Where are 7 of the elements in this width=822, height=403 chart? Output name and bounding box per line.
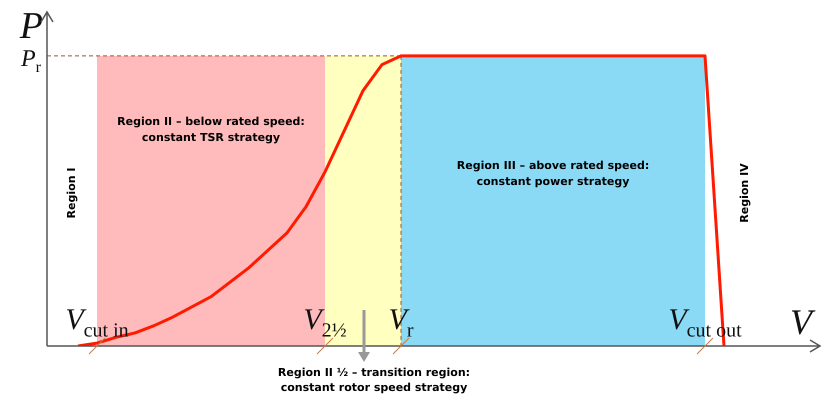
annotation: Region I	[64, 168, 78, 218]
text: Region II ½ – transition region: constant rotor speed strategy	[278, 366, 470, 394]
band-label: Region III – above rated speed: constant power strategy	[456, 158, 650, 188]
x-axis-title: V	[790, 302, 816, 342]
y-axis-title: P	[18, 5, 44, 47]
annotation: Region IV	[738, 162, 751, 223]
band-label: Region II – below rated speed: constant TSR strategy	[117, 114, 305, 144]
